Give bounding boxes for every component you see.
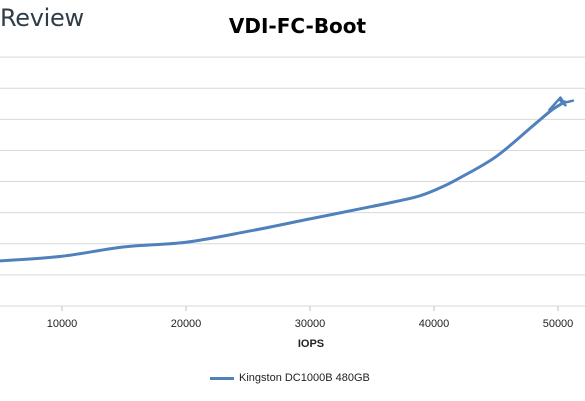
gridlines: [0, 56, 585, 307]
x-tick-label: 10000: [47, 318, 78, 330]
series-lines: [0, 96, 575, 263]
legend-swatch: [210, 376, 234, 380]
x-axis-title: IOPS: [298, 338, 324, 350]
x-tick-label: 40000: [419, 318, 450, 330]
legend: Kingston DC1000B 480GB: [210, 372, 370, 384]
x-tick-label: 50000: [543, 318, 574, 330]
series-end-scribble: [548, 96, 575, 112]
brand-logo-text: Review: [0, 4, 84, 32]
x-tick-label: 30000: [295, 318, 326, 330]
x-tick-label: 20000: [171, 318, 202, 330]
chart-title: VDI-FC-Boot: [228, 14, 367, 38]
series-line-0: [0, 100, 566, 263]
legend-label: Kingston DC1000B 480GB: [239, 372, 370, 384]
x-tick-labels: 10000 20000 30000 40000 50000: [47, 306, 574, 330]
